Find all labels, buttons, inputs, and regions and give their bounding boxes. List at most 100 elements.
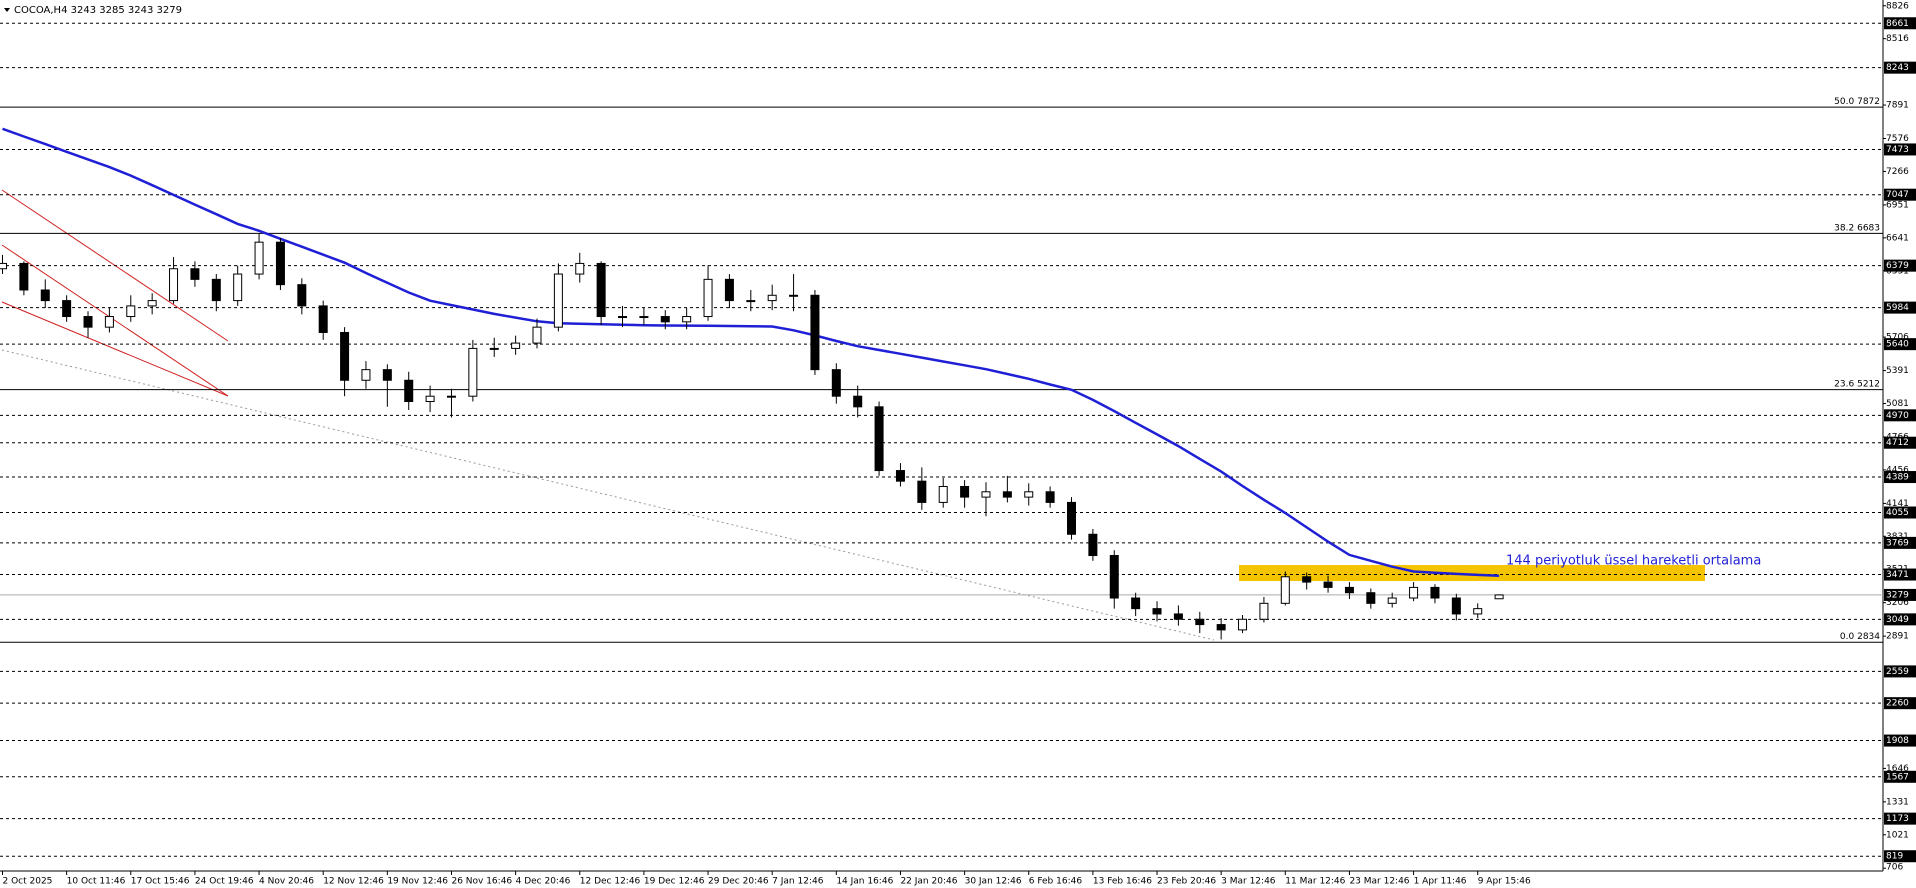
candle-body (1238, 618, 1248, 631)
y-tick-label: 8826 (1886, 2, 1909, 12)
x-tick-label: 9 Apr 15:46 (1478, 877, 1531, 887)
candle-body (147, 300, 157, 307)
level-label: 7473 (1886, 145, 1909, 155)
y-tick-label: 6951 (1886, 200, 1909, 210)
candle-body (1302, 576, 1312, 583)
y-tick-label: 7891 (1886, 101, 1909, 111)
fib-value: 2834 (1857, 632, 1880, 642)
candle-body (297, 284, 307, 307)
level-box (1884, 850, 1916, 863)
level-box (1884, 17, 1916, 30)
level-label: 1173 (1886, 814, 1909, 824)
candle-body (40, 289, 50, 302)
x-tick-label: 30 Jan 12:46 (965, 877, 1022, 887)
y-tick-label: 1021 (1886, 830, 1909, 840)
candle-body (1473, 608, 1483, 615)
level-label: 5984 (1886, 303, 1909, 313)
level-label: 4712 (1886, 438, 1909, 448)
candle-body (425, 395, 435, 403)
x-tick-label: 13 Feb 16:46 (1093, 877, 1152, 887)
y-tick-label: 6641 (1886, 233, 1909, 243)
level-box (1884, 338, 1916, 351)
symbol: COCOA,H4 (14, 5, 67, 16)
candle-body (1387, 597, 1397, 604)
candle-body (532, 326, 542, 344)
price-box (1884, 588, 1916, 601)
candle-body (960, 485, 970, 498)
level-box (1884, 61, 1916, 74)
candle-body (917, 480, 927, 503)
fib-value: 7872 (1857, 97, 1880, 107)
fib-value: 6683 (1857, 223, 1880, 233)
candle-body (1344, 586, 1354, 594)
y-tick-label: 4456 (1886, 465, 1909, 475)
y-tick-label: 7576 (1886, 134, 1909, 144)
level-label: 2260 (1886, 699, 1909, 709)
candle-body (746, 300, 756, 303)
x-tick-label: 4 Dec 20:46 (516, 877, 571, 887)
collapse-icon (4, 8, 10, 12)
resistance-zone (1239, 565, 1705, 581)
candle-body (1152, 608, 1162, 615)
high: 3285 (99, 5, 124, 16)
candle-body (0, 262, 7, 270)
candle-body (831, 369, 841, 397)
x-tick-label: 23 Feb 20:46 (1157, 877, 1216, 887)
candle-body (190, 268, 200, 280)
candle-body (1024, 491, 1034, 498)
fib-ratio: 38.2 (1834, 223, 1854, 233)
candle-body (1494, 594, 1504, 600)
x-tick-label: 3 Mar 12:46 (1221, 877, 1276, 887)
level-label: 3471 (1886, 570, 1909, 580)
level-label: 6379 (1886, 261, 1909, 271)
level-label: 1567 (1886, 772, 1909, 782)
candle-body (126, 305, 136, 318)
level-box (1884, 734, 1916, 747)
x-tick-label: 29 Dec 20:46 (708, 877, 769, 887)
x-tick-label: 26 Nov 16:46 (451, 877, 512, 887)
x-tick-label: 4 Nov 20:46 (259, 877, 314, 887)
y-tick-label: 2891 (1886, 632, 1909, 642)
level-box (1884, 536, 1916, 549)
level-label: 2559 (1886, 667, 1909, 677)
y-tick-label: 4141 (1886, 499, 1909, 509)
channel-line (1, 244, 229, 397)
x-tick-label: 7 Jan 12:46 (772, 877, 824, 887)
level-label: 4389 (1886, 473, 1909, 483)
candle-body (853, 395, 863, 408)
candle-body (1366, 592, 1376, 604)
level-label: 1908 (1886, 736, 1909, 746)
candle-body (767, 294, 777, 302)
candle-body (981, 491, 991, 498)
candle-body (1259, 602, 1269, 620)
level-box (1884, 665, 1916, 678)
y-tick-label: 5081 (1886, 399, 1909, 409)
candle-body (104, 316, 114, 328)
level-label: 3769 (1886, 538, 1909, 548)
chart-title: COCOA,H4 3243 3285 3243 3279 (14, 5, 182, 16)
candle-body (724, 278, 734, 302)
level-box (1884, 568, 1916, 581)
level-label: 819 (1886, 852, 1903, 862)
level-label: 7047 (1886, 190, 1909, 200)
x-tick-label: 14 Jan 16:46 (836, 877, 893, 887)
x-tick-label: 17 Oct 15:46 (131, 877, 190, 887)
candle-body (895, 470, 905, 482)
candle-body (211, 278, 221, 302)
fib-ratio: 50.0 (1834, 97, 1854, 107)
candle-body (596, 262, 606, 318)
level-box (1884, 143, 1916, 156)
candle-body (874, 406, 884, 472)
candle-body (1280, 576, 1290, 604)
y-tick-label: 1331 (1886, 797, 1909, 807)
fib-label: 38.2 6683 (1834, 223, 1880, 233)
y-tick-label: 5391 (1886, 366, 1909, 376)
level-label: 4970 (1886, 411, 1909, 421)
x-tick-label: 12 Nov 12:46 (323, 877, 384, 887)
level-box (1884, 259, 1916, 272)
x-tick-label: 2 Oct 2025 (3, 877, 53, 887)
y-tick-label: 7266 (1886, 167, 1909, 177)
x-tick-label: 23 Mar 12:46 (1349, 877, 1409, 887)
annotation: 144 periyotluk üssel hareketli ortalama (1506, 554, 1761, 569)
